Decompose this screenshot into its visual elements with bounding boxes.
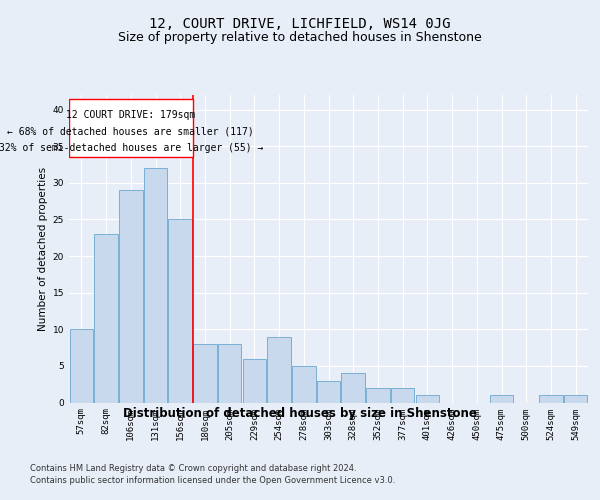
Text: Contains public sector information licensed under the Open Government Licence v3: Contains public sector information licen… [30,476,395,485]
Bar [341,373,365,402]
Bar [490,395,513,402]
Bar [391,388,415,402]
Bar [94,234,118,402]
Bar [416,395,439,402]
Text: 12 COURT DRIVE: 179sqm: 12 COURT DRIVE: 179sqm [66,110,196,120]
Bar [317,380,340,402]
Text: Distribution of detached houses by size in Shenstone: Distribution of detached houses by size … [123,408,477,420]
Bar [564,395,587,402]
Bar [144,168,167,402]
Y-axis label: Number of detached properties: Number of detached properties [38,166,49,331]
Bar [292,366,316,403]
Bar [169,220,192,402]
Bar [119,190,143,402]
Bar [366,388,389,402]
Bar [268,336,291,402]
Text: 32% of semi-detached houses are larger (55) →: 32% of semi-detached houses are larger (… [0,143,263,153]
Bar [539,395,563,402]
Text: Contains HM Land Registry data © Crown copyright and database right 2024.: Contains HM Land Registry data © Crown c… [30,464,356,473]
Text: ← 68% of detached houses are smaller (117): ← 68% of detached houses are smaller (11… [7,126,254,136]
Bar [193,344,217,403]
Text: Size of property relative to detached houses in Shenstone: Size of property relative to detached ho… [118,31,482,44]
Bar [242,358,266,403]
Bar [218,344,241,403]
FancyBboxPatch shape [69,98,193,157]
Text: 12, COURT DRIVE, LICHFIELD, WS14 0JG: 12, COURT DRIVE, LICHFIELD, WS14 0JG [149,18,451,32]
Bar [70,330,93,402]
